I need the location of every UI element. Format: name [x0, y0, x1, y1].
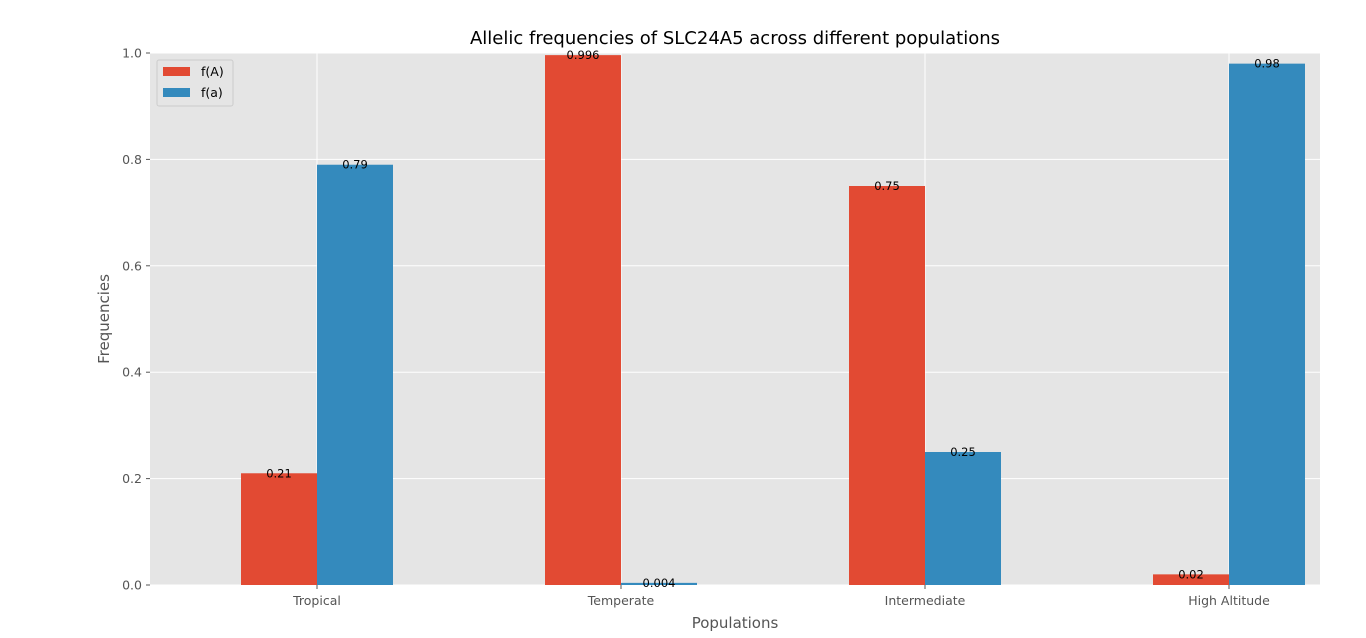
- y-axis-label: Frequencies: [95, 274, 113, 364]
- data-labels: 0.21 0.996 0.75 0.02 0.79 0.004 0.25 0.98: [266, 48, 1280, 590]
- y-tick-label: 0.0: [122, 578, 142, 593]
- data-label-f-a-intermediate: 0.25: [950, 445, 976, 459]
- y-tick-label: 0.6: [122, 258, 142, 273]
- x-tick-label-high-altitude: High Altitude: [1188, 593, 1270, 608]
- y-tick-label: 0.4: [122, 365, 142, 380]
- x-axis-label: Populations: [692, 614, 779, 632]
- legend-label-fA: f(A): [201, 64, 224, 79]
- data-label-f-a-temperate: 0.004: [643, 576, 676, 590]
- legend: f(A) f(a): [156, 59, 234, 107]
- chart-title: Allelic frequencies of SLC24A5 across di…: [470, 28, 1000, 49]
- y-axis-ticks: 0.0 0.2 0.4 0.6 0.8 1.0: [122, 46, 150, 593]
- data-label-f-a-high-altitude: 0.98: [1254, 57, 1280, 71]
- x-tick-label-intermediate: Intermediate: [885, 593, 966, 608]
- bars: [241, 55, 1305, 586]
- y-tick-label: 1.0: [122, 46, 142, 61]
- bar-f-a-temperate: [621, 582, 697, 585]
- x-tick-label-tropical: Tropical: [292, 593, 341, 608]
- x-axis-ticks: Tropical Temperate Intermediate High Altitu…: [292, 585, 1270, 608]
- data-label-f-a-tropical: 0.21: [266, 466, 292, 480]
- x-tick-label-temperate: Temperate: [587, 593, 655, 608]
- bar-f-a-high-altitude: [1153, 574, 1229, 585]
- data-label-f-a-high-altitude: 0.02: [1178, 567, 1204, 581]
- data-label-f-a-tropical: 0.79: [342, 158, 368, 172]
- bar-f-a-intermediate: [849, 186, 925, 585]
- bar-f-a-high-altitude: [1229, 63, 1305, 585]
- bar-f-a-tropical: [241, 473, 317, 585]
- bar-f-a-tropical: [317, 164, 393, 585]
- data-label-f-a-temperate: 0.996: [567, 48, 600, 62]
- bar-f-a-intermediate: [925, 452, 1001, 585]
- legend-swatch-fA: [163, 67, 190, 76]
- data-label-f-a-intermediate: 0.75: [874, 179, 900, 193]
- y-tick-label: 0.2: [122, 471, 142, 486]
- legend-label-fa: f(a): [201, 85, 223, 100]
- legend-swatch-fa: [163, 88, 190, 97]
- bar-f-a-temperate: [545, 55, 621, 586]
- y-tick-label: 0.8: [122, 152, 142, 167]
